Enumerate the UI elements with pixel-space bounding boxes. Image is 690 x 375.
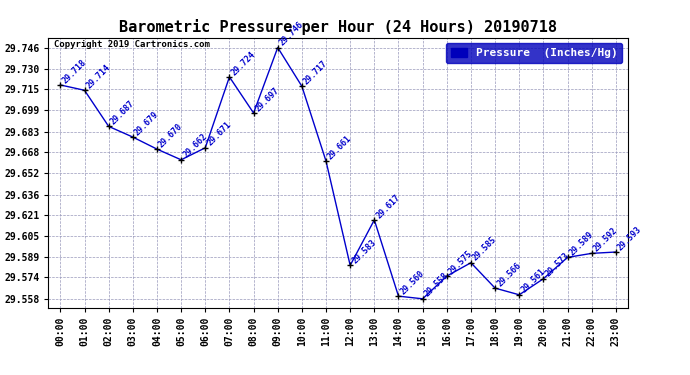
Text: 29.558: 29.558 (422, 271, 450, 299)
Text: 29.671: 29.671 (206, 120, 233, 148)
Text: 29.575: 29.575 (447, 249, 474, 276)
Text: 29.585: 29.585 (471, 235, 498, 263)
Text: 29.724: 29.724 (229, 50, 257, 77)
Text: 29.560: 29.560 (398, 268, 426, 296)
Text: 29.561: 29.561 (519, 267, 546, 295)
Legend: Pressure  (Inches/Hg): Pressure (Inches/Hg) (446, 43, 622, 63)
Text: 29.662: 29.662 (181, 132, 208, 160)
Text: 29.593: 29.593 (615, 225, 643, 252)
Text: 29.583: 29.583 (350, 238, 377, 266)
Text: 29.661: 29.661 (326, 134, 353, 161)
Text: 29.566: 29.566 (495, 261, 522, 288)
Title: Barometric Pressure per Hour (24 Hours) 20190718: Barometric Pressure per Hour (24 Hours) … (119, 19, 557, 35)
Text: 29.670: 29.670 (157, 122, 184, 149)
Text: 29.573: 29.573 (544, 251, 571, 279)
Text: 29.679: 29.679 (132, 110, 160, 137)
Text: 29.714: 29.714 (85, 63, 112, 90)
Text: 29.687: 29.687 (109, 99, 136, 126)
Text: 29.746: 29.746 (277, 20, 305, 48)
Text: 29.697: 29.697 (254, 86, 281, 113)
Text: Copyright 2019 Cartronics.com: Copyright 2019 Cartronics.com (54, 40, 210, 49)
Text: 29.717: 29.717 (302, 59, 329, 86)
Text: 29.592: 29.592 (591, 226, 619, 254)
Text: 29.718: 29.718 (61, 57, 88, 85)
Text: 29.589: 29.589 (567, 230, 595, 257)
Text: 29.617: 29.617 (374, 192, 402, 220)
